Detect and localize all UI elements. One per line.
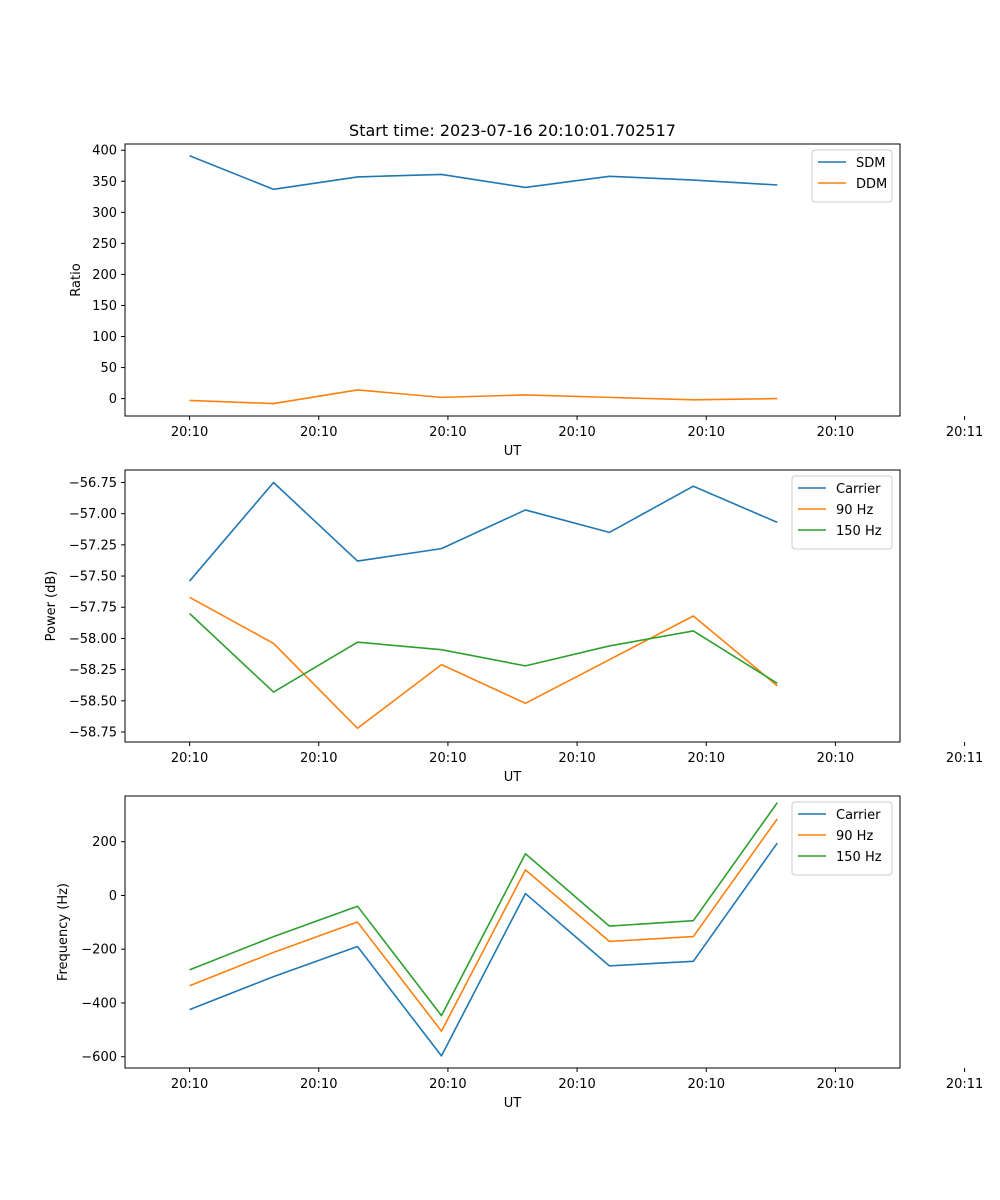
y-tick-label: 50	[100, 361, 117, 376]
y-tick-label: −58.75	[69, 726, 117, 741]
x-tick-label: 20:10	[171, 751, 208, 766]
x-tick-label: 20:10	[429, 751, 466, 766]
series-line-carrier	[189, 842, 778, 1057]
x-tick-label: 20:11	[946, 425, 983, 440]
y-tick-label: −58.00	[69, 632, 117, 647]
axes-frame	[124, 143, 901, 417]
x-tick-label: 20:10	[300, 751, 337, 766]
y-tick-label: −58.50	[69, 694, 117, 709]
series-group	[189, 802, 778, 1057]
legend-entry-label: 90 Hz	[836, 829, 873, 844]
x-tick-label: 20:10	[688, 751, 725, 766]
legend-entry-label: Carrier	[836, 808, 881, 823]
axes-frame	[124, 795, 901, 1069]
x-tick-label: 20:10	[817, 1077, 854, 1092]
legend-entry-label: Carrier	[836, 482, 881, 497]
y-tick-label: −57.00	[69, 507, 117, 522]
x-tick-label: 20:10	[429, 425, 466, 440]
series-group	[188, 481, 778, 730]
x-tick-label: 20:10	[817, 425, 854, 440]
y-tick-label: 100	[92, 330, 117, 345]
series-line-90-hz	[189, 818, 778, 1032]
y-tick-label: −200	[81, 943, 117, 958]
y-tick-label: 0	[109, 889, 117, 904]
legend-entry-label: 150 Hz	[836, 524, 882, 539]
legend: Carrier 90 Hz 150 Hz	[791, 475, 893, 550]
chart-panel-2: 20:10 20:10 20:10 20:10 20:10 20:10 20:11 −58.7…	[44, 469, 983, 785]
series-line-150-hz	[189, 802, 778, 1017]
legend-entry-label: 90 Hz	[836, 503, 873, 518]
series-line-90-hz	[189, 596, 778, 730]
legend-entry-label: 150 Hz	[836, 850, 882, 865]
legend-box	[811, 149, 893, 203]
x-tick-label: 20:10	[558, 751, 595, 766]
y-tick-label: −57.50	[69, 570, 117, 585]
series-group	[189, 155, 778, 405]
y-tick-label: −400	[81, 996, 117, 1011]
chart-title: Start time: 2023-07-16 20:10:01.702517	[349, 121, 676, 140]
x-tick-label: 20:10	[300, 425, 337, 440]
x-tick-label: 20:11	[946, 1077, 983, 1092]
legend-entry-label: DDM	[856, 177, 887, 192]
chart-panel-3: 20:10 20:10 20:10 20:10 20:10 20:10 20:11 −600 −…	[56, 795, 983, 1111]
legend: SDM DDM	[811, 149, 893, 203]
y-tick-label: 400	[92, 144, 117, 159]
y-tick-label: 300	[92, 206, 117, 221]
x-axis-label: UT	[504, 1096, 522, 1111]
y-axis-label: Ratio	[69, 263, 84, 296]
y-tick-label: 200	[92, 268, 117, 283]
y-tick-label: 350	[92, 175, 117, 190]
legend: Carrier 90 Hz 150 Hz	[791, 801, 893, 876]
series-line-sdm	[189, 155, 778, 191]
x-tick-label: 20:10	[817, 751, 854, 766]
x-tick-label: 20:10	[558, 425, 595, 440]
x-axis-label: UT	[504, 770, 522, 785]
y-tick-label: −600	[81, 1050, 117, 1065]
y-tick-label: −57.75	[69, 601, 117, 616]
series-line-carrier	[188, 481, 778, 582]
y-axis-label: Power (dB)	[44, 571, 59, 642]
x-tick-label: 20:11	[946, 751, 983, 766]
x-axis-label: UT	[504, 444, 522, 459]
legend-entry-label: SDM	[856, 156, 885, 171]
x-tick-label: 20:10	[429, 1077, 466, 1092]
y-tick-label: 0	[109, 392, 117, 407]
series-line-ddm	[189, 389, 778, 405]
y-tick-label: 250	[92, 237, 117, 252]
y-tick-label: 150	[92, 299, 117, 314]
chart-panel-1: Start time: 2023-07-16 20:10:01.702517 20…	[69, 121, 983, 459]
x-tick-label: 20:10	[558, 1077, 595, 1092]
y-tick-label: −57.25	[69, 538, 117, 553]
x-tick-label: 20:10	[688, 1077, 725, 1092]
x-tick-label: 20:10	[171, 1077, 208, 1092]
y-tick-label: −58.25	[69, 663, 117, 678]
x-tick-label: 20:10	[688, 425, 725, 440]
y-tick-label: 200	[92, 835, 117, 850]
axes-frame	[124, 469, 901, 743]
series-line-150-hz	[189, 612, 778, 693]
x-tick-label: 20:10	[300, 1077, 337, 1092]
y-tick-label: −56.75	[69, 476, 117, 491]
x-tick-label: 20:10	[171, 425, 208, 440]
y-axis-label: Frequency (Hz)	[56, 883, 71, 981]
